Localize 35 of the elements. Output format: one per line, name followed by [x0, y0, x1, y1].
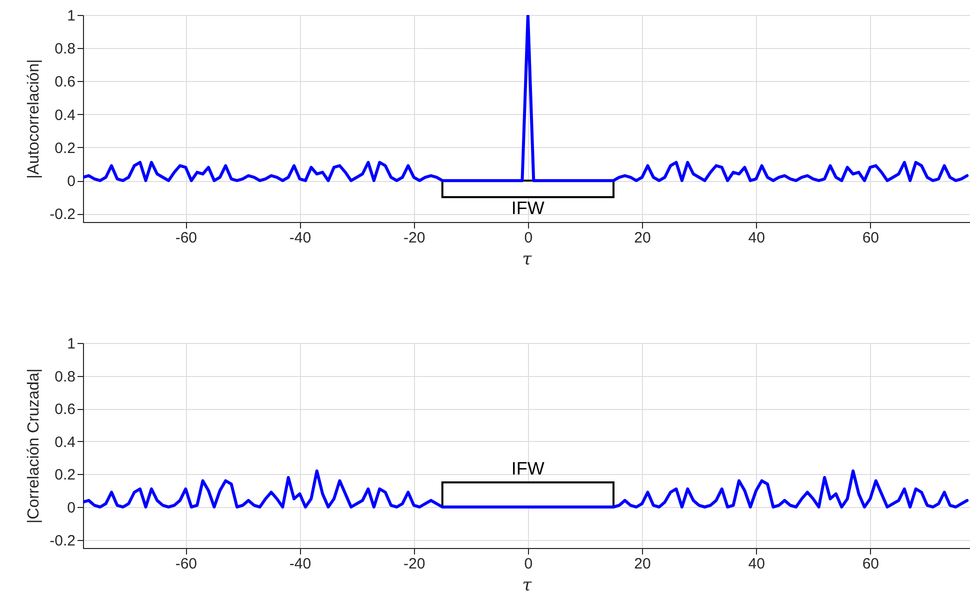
- band-label: IFW: [511, 458, 544, 478]
- y-tick-label: 0.6: [54, 74, 76, 91]
- x-tick-label: 20: [634, 230, 651, 246]
- band-label: IFW: [511, 198, 544, 218]
- y-tick-label: 0.6: [54, 401, 76, 418]
- y-axis-title: |Autocorrelación|: [26, 59, 43, 179]
- x-tick-label: 60: [862, 230, 880, 246]
- x-tick-label: -60: [175, 230, 198, 246]
- line-series: [83, 15, 969, 182]
- y-tick-label: 0: [67, 173, 76, 190]
- y-tick-label: 0: [67, 500, 76, 516]
- y-tick-label: 0.8: [54, 40, 76, 58]
- x-axis-title: τ: [522, 250, 532, 270]
- x-tick-label: 60: [862, 556, 880, 572]
- x-tick-label: 40: [748, 230, 765, 246]
- x-tick-label: 20: [634, 556, 651, 572]
- y-tick-label: 0.8: [54, 368, 76, 386]
- y-tick-label: -0.2: [50, 532, 76, 550]
- x-tick-label: -20: [404, 556, 426, 572]
- x-tick-label: -40: [289, 230, 312, 246]
- y-tick-label: 1: [67, 8, 76, 24]
- x-tick-label: -20: [404, 230, 426, 246]
- y-tick-label: -0.2: [50, 206, 76, 224]
- x-axis-title: τ: [522, 576, 532, 596]
- y-axis-title: |Correlación Cruzada|: [26, 368, 43, 524]
- y-tick-label: 0.2: [54, 466, 76, 484]
- x-tick-label: 0: [524, 230, 533, 246]
- x-tick-label: 40: [748, 556, 765, 572]
- y-tick-label: 1: [67, 336, 76, 352]
- x-tick-label: 0: [524, 556, 533, 572]
- x-tick-label: -40: [289, 556, 312, 572]
- y-tick-label: 0.4: [54, 106, 76, 124]
- y-tick-label: 0.4: [54, 434, 76, 451]
- y-tick-label: 0.2: [54, 140, 76, 157]
- x-tick-label: -60: [175, 556, 198, 572]
